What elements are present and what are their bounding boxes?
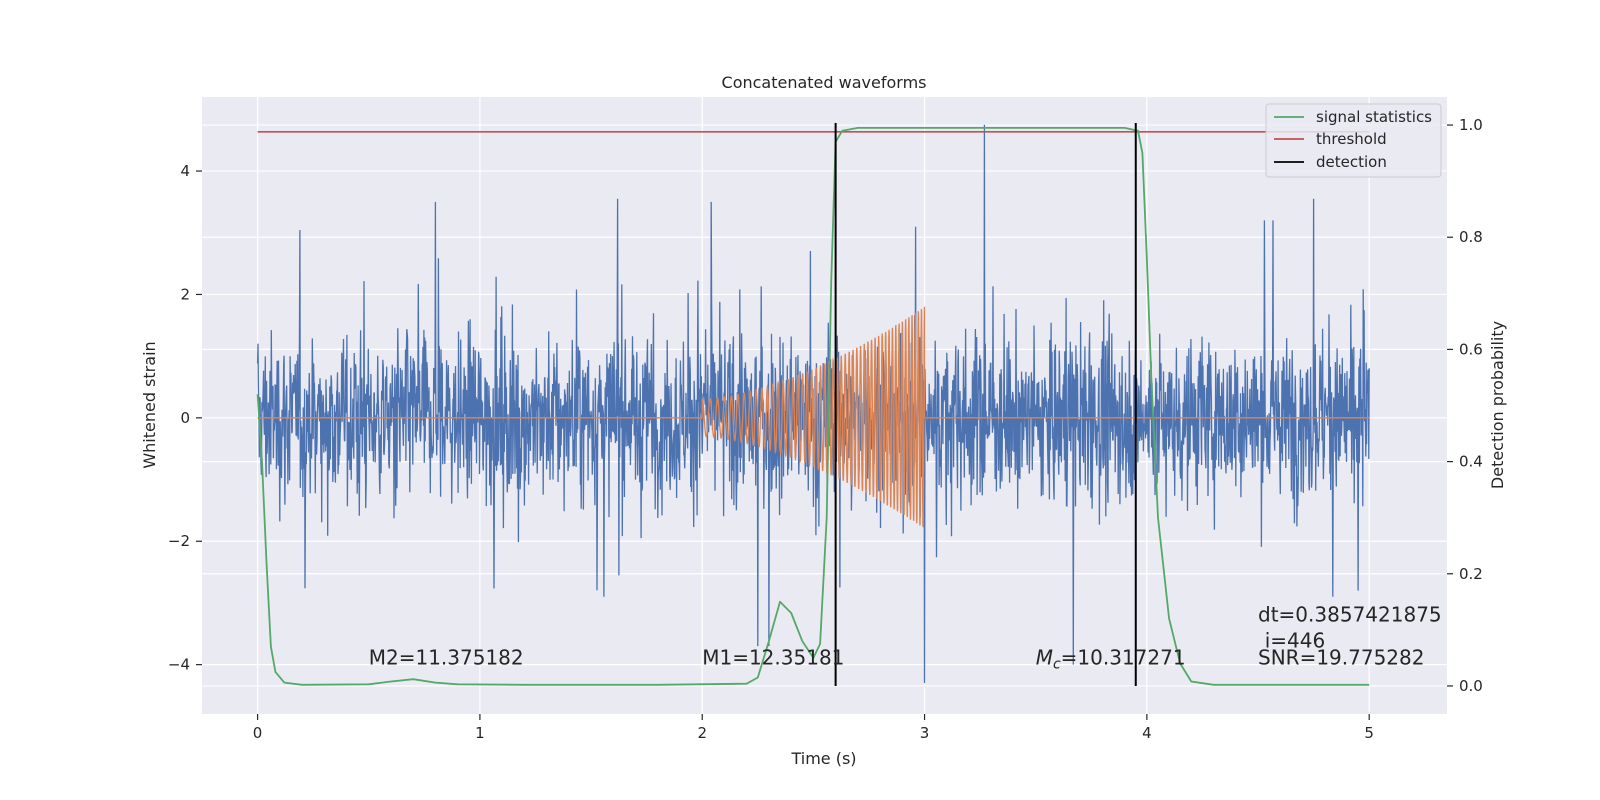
y-tick-label: 0 — [180, 409, 190, 427]
legend-label-detection: detection — [1316, 153, 1387, 171]
annotation-text: SNR=19.775282 — [1258, 646, 1424, 670]
y2-axis-label: Detection probability — [1488, 321, 1507, 489]
x-tick-label: 3 — [920, 724, 930, 742]
annotation-text: M2=11.375182 — [369, 646, 524, 670]
annotation-text: dt=0.3857421875 — [1258, 602, 1442, 626]
annotations: M2=11.375182 M1=12.35181 Mc=10.317271 SNR=1… — [369, 602, 1442, 672]
chart-title: Concatenated waveforms — [722, 73, 927, 92]
y2-tick-label: 0.8 — [1459, 228, 1483, 246]
y-tick-label: −2 — [168, 532, 190, 550]
noise-series-line — [256, 124, 1370, 684]
x-tick-label: 0 — [253, 724, 263, 742]
legend-box — [1265, 103, 1442, 178]
legend-label-threshold: threshold — [1316, 130, 1387, 148]
axes: 0 1 2 3 4 5 −4 −2 0 2 4 0.0 0.2 0.4 0.6 0.8 1.0 — [168, 116, 1483, 742]
y2-tick-label: 0.4 — [1459, 453, 1483, 471]
y2-tick-label: 0.2 — [1459, 565, 1483, 583]
x-tick-label: 5 — [1364, 724, 1374, 742]
legend-label-signal-statistics: signal statistics — [1316, 108, 1432, 126]
x-tick-label: 4 — [1142, 724, 1152, 742]
y-tick-label: −4 — [168, 656, 190, 674]
annotation-text: i=446 — [1265, 628, 1326, 652]
signal-statistics-line — [256, 127, 1370, 686]
x-tick-label: 1 — [475, 724, 485, 742]
x-axis-label: Time (s) — [790, 749, 856, 768]
legend: signal statistics threshold detection — [1265, 103, 1442, 178]
chirp-series-line — [257, 306, 1370, 528]
data-layer — [256, 123, 1370, 686]
y-tick-label: 4 — [180, 162, 190, 180]
annotation-text: M1=12.35181 — [702, 646, 844, 670]
y-axis-label: Whitened strain — [140, 341, 159, 468]
y2-tick-label: 0.0 — [1459, 677, 1483, 695]
x-tick-label: 2 — [697, 724, 707, 742]
y2-tick-label: 1.0 — [1459, 116, 1483, 134]
y-tick-label: 2 — [180, 285, 190, 303]
annotation-text: Mc=10.317271 — [1036, 646, 1186, 673]
y2-tick-label: 0.6 — [1459, 340, 1483, 358]
